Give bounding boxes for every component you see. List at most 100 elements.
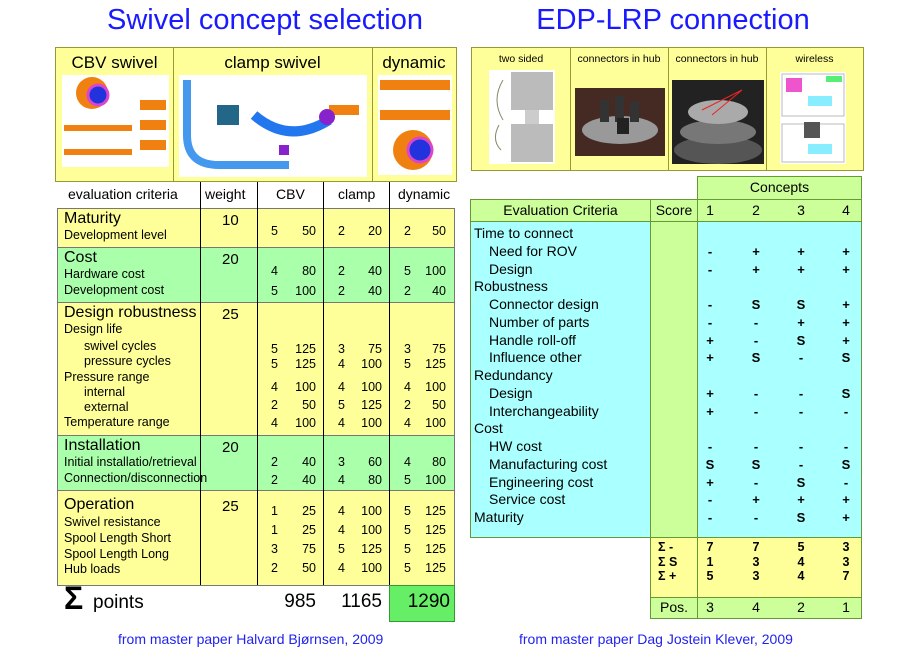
criterion-label: Cost (474, 420, 503, 437)
pos-values-cell (697, 597, 862, 619)
points-value: 50 (302, 398, 316, 412)
points-value: 125 (295, 357, 316, 371)
sum-value: 4 (797, 554, 805, 569)
points-value: 40 (432, 284, 446, 298)
sigma-symbol: Σ (64, 580, 84, 616)
image-caption: two sided (498, 53, 544, 65)
column-divider (257, 182, 258, 585)
sum-label: Σ S (658, 554, 678, 569)
concept-mark: - (798, 403, 804, 419)
connectors-in-hub-image (575, 88, 665, 156)
header-concept: 4 (842, 202, 850, 218)
score-value: 5 (404, 504, 411, 518)
score-value: 2 (404, 224, 411, 238)
sum-label: Σ - (658, 540, 674, 554)
criterion-label: Development level (64, 228, 167, 242)
column-divider (697, 537, 698, 598)
group-weight: 25 (222, 306, 239, 323)
criterion-label: HW cost (489, 438, 542, 454)
criterion-label: Maturity (474, 509, 524, 525)
header-weight: weight (205, 186, 246, 202)
sum-label: Σ + (658, 569, 677, 583)
concept-mark: - (707, 243, 713, 259)
points-value: 40 (302, 473, 316, 487)
score-value: 5 (271, 357, 278, 371)
connection-images-panel: two sided connectors in hub connectors i… (471, 47, 864, 171)
score-value: 2 (404, 284, 411, 298)
concept-mark: - (798, 439, 804, 454)
concept-mark: + (842, 492, 850, 508)
criterion-label: Initial installatio/retrieval (64, 455, 197, 469)
score-value: 1 (271, 523, 278, 537)
score-value: 1 (271, 504, 278, 518)
criterion-label: Design (489, 384, 533, 401)
score-value: 5 (404, 357, 411, 371)
image-caption: dynamic (382, 53, 446, 72)
score-value: 4 (338, 473, 345, 487)
criterion-label: Influence other (489, 349, 582, 366)
score-value: 4 (271, 264, 278, 278)
points-value: 50 (432, 224, 446, 238)
score-value: 3 (404, 342, 411, 356)
criterion-label: Swivel resistance (64, 515, 161, 529)
criterion-label: Manufacturing cost (489, 455, 608, 472)
group-weight: 20 (222, 251, 239, 268)
score-value: 5 (404, 561, 411, 575)
points-value: 100 (295, 284, 316, 298)
concept-mark: + (842, 332, 850, 348)
pos-value: 3 (706, 599, 714, 615)
sum-value: 4 (797, 569, 805, 583)
total-points: 1290 (407, 591, 450, 612)
score-value: 2 (271, 561, 278, 575)
concept-mark: + (752, 261, 760, 277)
two-sided-image (489, 70, 555, 164)
score-value: 3 (338, 455, 345, 469)
score-value: 4 (404, 416, 411, 430)
sum-value: 7 (752, 540, 760, 554)
concept-mark: S (796, 297, 806, 312)
sum-value: 5 (706, 569, 714, 583)
criterion-label: Pressure range (64, 370, 150, 384)
concept-mark: + (842, 297, 850, 312)
criteria-group (57, 490, 455, 586)
score-value: 4 (338, 357, 345, 371)
score-value: 5 (338, 398, 345, 412)
concept-mark: S (751, 297, 761, 312)
points-value: 125 (425, 523, 446, 537)
wireless-image (780, 72, 846, 164)
group-weight: 10 (222, 212, 239, 229)
points-value: 75 (368, 342, 382, 356)
concept-mark: - (753, 439, 759, 454)
sums-block (650, 537, 862, 598)
column-divider (200, 182, 201, 585)
criterion-label: Connection/disconnection (64, 471, 208, 485)
score-value: 4 (338, 523, 345, 537)
total-points: 985 (284, 591, 316, 612)
points-value: 60 (368, 455, 382, 469)
score-value: 3 (271, 542, 278, 556)
group-title: Cost (64, 249, 97, 266)
swivel-images-panel: CBV swivel clamp swivel dynamic (55, 47, 457, 182)
criterion-label: Engineering cost (489, 473, 594, 490)
points-value: 40 (368, 284, 382, 298)
score-body (650, 221, 698, 538)
score-value: 5 (271, 342, 278, 356)
concept-mark: - (798, 456, 804, 472)
criterion-label: Time to connect (474, 225, 574, 241)
pos-value: 2 (797, 599, 805, 615)
points-value: 80 (368, 473, 382, 487)
sum-value: 3 (842, 554, 850, 569)
header-concept: clamp (338, 186, 376, 202)
criterion-label: Handle roll-off (489, 331, 576, 348)
points-value: 100 (361, 357, 382, 371)
criterion-label: Hardware cost (64, 267, 145, 281)
sum-value: 3 (752, 554, 760, 569)
concept-mark: - (798, 350, 804, 366)
image-caption: CBV swivel (71, 53, 158, 72)
criterion-label: Design life (64, 322, 123, 336)
concept-mark: S (841, 350, 851, 366)
concept-mark: + (752, 492, 760, 508)
pos-value: 1 (842, 599, 850, 615)
concepts-label: Concepts (749, 179, 810, 195)
score-value: 2 (404, 398, 411, 412)
